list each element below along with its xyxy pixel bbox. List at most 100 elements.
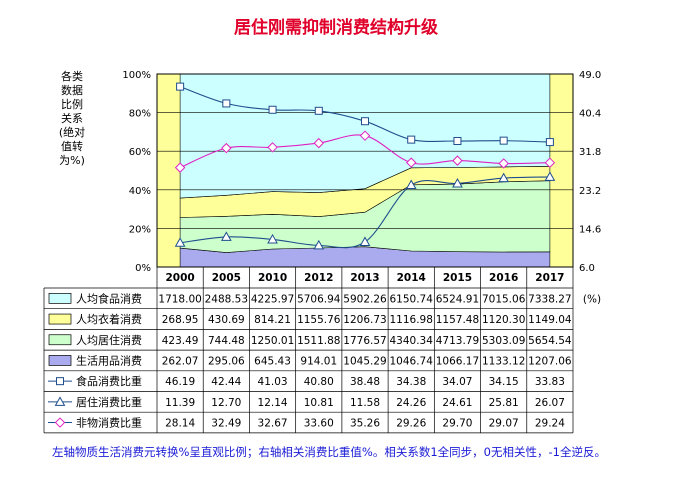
- row-label: 生活用品消费: [76, 353, 142, 367]
- table-cell: 35.26: [350, 418, 380, 430]
- right-tick-label: 6.0: [579, 263, 595, 274]
- diamond-marker: [406, 157, 417, 168]
- table-cell: 38.48: [350, 376, 380, 388]
- table-cell: 814.21: [254, 314, 291, 326]
- table-cell: 12.70: [211, 397, 241, 409]
- table-cell: 34.15: [489, 376, 519, 388]
- legend-swatch: [48, 313, 72, 325]
- table-cell: 1776.57: [343, 335, 386, 347]
- table-cell: 1206.73: [343, 314, 386, 326]
- table-cell: 1046.74: [390, 355, 434, 367]
- table-cell: 5706.94: [297, 293, 341, 305]
- table-cell: 5654.54: [528, 335, 572, 347]
- table-cell: 1066.17: [436, 355, 479, 367]
- table-cell: 1250.01: [251, 335, 294, 347]
- table-cell: 26.07: [535, 397, 565, 409]
- table-cell: 1116.98: [390, 314, 433, 326]
- diamond-marker: [452, 155, 463, 166]
- square-marker: [314, 106, 323, 115]
- square-marker: [176, 82, 185, 91]
- left-tick-label: 20%: [129, 224, 151, 235]
- right-tick-label: 14.6: [579, 224, 601, 235]
- table-cell: 1718.00: [158, 293, 201, 305]
- table-cell: 7338.27: [528, 293, 571, 305]
- square-marker: [222, 99, 231, 108]
- table-cell: 29.70: [442, 418, 472, 430]
- diamond-marker: [498, 158, 509, 169]
- table-cell: 32.49: [211, 418, 241, 430]
- unit-label: (%): [583, 293, 601, 305]
- table-cell: 262.07: [162, 355, 199, 367]
- table-cell: 6150.74: [390, 293, 434, 305]
- table-cell: 34.38: [396, 376, 426, 388]
- diamond-marker: [174, 162, 186, 173]
- diamond-marker: [267, 142, 278, 153]
- triangle-marker: [267, 233, 278, 244]
- table-cell: 744.48: [208, 335, 245, 347]
- left-axis-label-line: (绝对: [59, 125, 85, 139]
- table-cell: 46.19: [165, 376, 195, 388]
- table-cell: 11.39: [165, 397, 195, 409]
- category-label: 2005: [212, 272, 241, 284]
- triangle-marker: [498, 172, 510, 183]
- diamond-marker: [359, 130, 371, 141]
- triangle-marker: [359, 236, 371, 246]
- square-marker: [56, 377, 64, 386]
- side-panel-left: [157, 74, 181, 267]
- right-tick-label: 40.4: [579, 109, 601, 120]
- triangle-marker: [405, 179, 417, 190]
- right-tick-label: 31.8: [579, 147, 601, 158]
- plot-border: [156, 73, 574, 268]
- legend-swatch: [48, 334, 72, 346]
- table-cell: 24.26: [396, 397, 426, 409]
- left-axis-label-line: 值转: [61, 139, 83, 153]
- table-cell: 4713.79: [436, 335, 479, 347]
- row-label: 非物消费比重: [76, 416, 142, 430]
- table-cell: 7015.06: [482, 293, 526, 305]
- triangle-marker: [54, 396, 66, 406]
- square-marker: [407, 135, 416, 144]
- diamond-marker: [544, 157, 556, 168]
- category-label: 2013: [350, 272, 379, 284]
- category-label: 2015: [443, 272, 472, 284]
- table-cell: 29.26: [396, 418, 426, 430]
- category-label: 2010: [258, 272, 287, 284]
- table-cell: 12.14: [258, 397, 288, 409]
- row-label: 人均居住消费: [76, 333, 142, 347]
- table-cell: 1149.04: [528, 314, 572, 326]
- table-cell: 423.49: [162, 335, 199, 347]
- table-cell: 5902.26: [343, 293, 387, 305]
- table-cell: 430.69: [208, 314, 245, 326]
- table-cell: 25.81: [489, 397, 519, 409]
- left-tick-label: 60%: [129, 147, 151, 158]
- category-label: 2014: [397, 272, 426, 284]
- footnote: 左轴物质生活消费元转换%呈直观比例；右轴相关消费比重值%。相关系数1全同步，0无…: [52, 445, 606, 459]
- triangle-marker: [452, 177, 463, 188]
- table-cell: 10.81: [304, 397, 334, 409]
- left-axis-label-line: 数据: [61, 83, 83, 97]
- triangle-marker: [313, 239, 325, 250]
- table-cell: 1045.29: [343, 355, 386, 367]
- category-label: 2017: [535, 272, 564, 284]
- square-marker: [499, 136, 508, 145]
- table-cell: 41.03: [258, 376, 288, 388]
- diamond-marker: [313, 137, 324, 149]
- chart-title: 居住刚需抑制消费结构升级: [234, 17, 438, 38]
- table-cell: 1511.88: [297, 335, 340, 347]
- square-marker: [361, 117, 369, 126]
- table-cell: 24.61: [442, 397, 472, 409]
- table-cell: 2488.53: [205, 293, 248, 305]
- square-marker: [453, 137, 462, 146]
- plot-area: 0% 20% 40% 60% 80% 100% 6.0 14.6 23.2 31.8 40.4 49.…: [122, 70, 601, 274]
- table-cell: 1207.06: [528, 355, 572, 367]
- table-cell: 28.14: [165, 418, 195, 430]
- triangle-marker: [544, 171, 556, 181]
- left-tick-label: 100%: [122, 70, 151, 81]
- left-axis-label-line: 各类: [61, 69, 83, 83]
- table-cell: 40.80: [304, 376, 334, 388]
- side-panel-right: [549, 74, 573, 267]
- legend-swatch: [48, 293, 72, 304]
- table-cell: 1155.76: [297, 314, 341, 326]
- left-tick-label: 40%: [129, 186, 151, 197]
